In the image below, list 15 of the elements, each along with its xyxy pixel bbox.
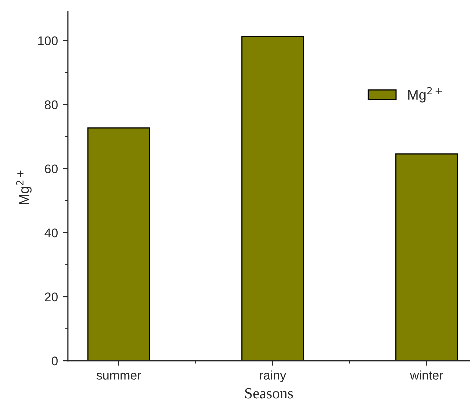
y-tick-label: 20 — [45, 292, 58, 302]
bar — [396, 154, 458, 362]
x-tick-label: summer — [96, 373, 142, 380]
x-axis-title: Seasons — [245, 388, 294, 399]
y-tick-label: 40 — [44, 228, 58, 238]
legend-label: Mg$^{2+}$ — [408, 87, 442, 103]
bar — [88, 128, 150, 362]
y-tick-label: 60 — [45, 164, 58, 174]
x-tick-label: winter — [410, 370, 444, 380]
y-tick-label: 0 — [52, 356, 58, 366]
y-tick-label: 100 — [38, 36, 58, 46]
y-tick-label: 80 — [45, 100, 58, 110]
x-tick-label: rainy — [260, 370, 286, 382]
y-axis-title: Mg$^{2+}$ — [16, 170, 32, 204]
bar — [242, 36, 304, 362]
